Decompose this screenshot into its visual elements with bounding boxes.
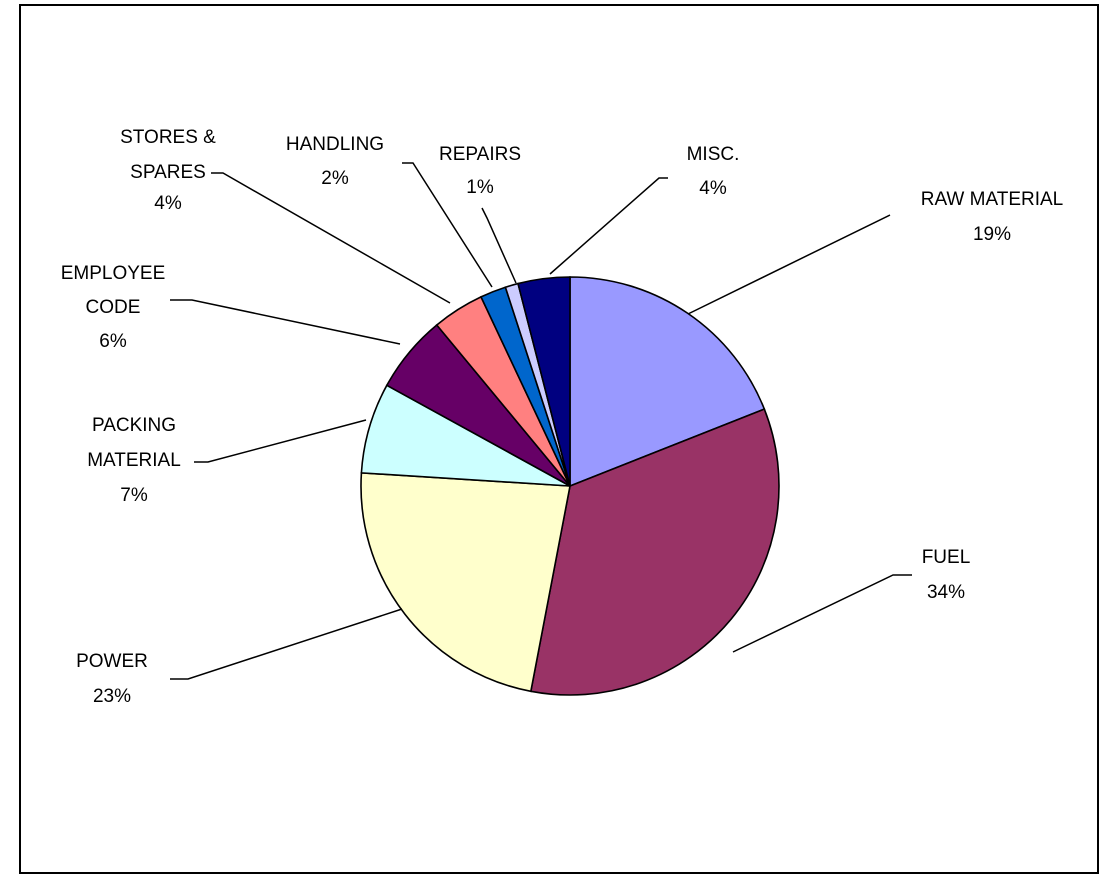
- slice-category-packing-material: PACKING: [92, 415, 176, 436]
- slice-percent-misc: 4%: [699, 178, 727, 199]
- slice-percent-handling: 2%: [321, 168, 349, 189]
- slice-category-power: POWER: [76, 651, 148, 672]
- slice-percent-stores-spares: 4%: [154, 193, 182, 214]
- slice-percent-raw-material: 19%: [973, 224, 1011, 245]
- leader-line-power: [170, 608, 403, 680]
- leader-line-packing-material: [194, 419, 367, 463]
- slice-category-stores-spares: STORES &: [120, 127, 216, 148]
- slice-percent-fuel: 34%: [927, 582, 965, 603]
- slice-label-repairs: REPAIRS 1%: [439, 144, 521, 198]
- labels-layer: RAW MATERIAL 19% FUEL 34% POWER 23% PACKING MAT…: [61, 127, 1064, 707]
- slice-category-employee-code: EMPLOYEE: [61, 263, 166, 284]
- slice-label-raw-material: RAW MATERIAL 19%: [921, 189, 1064, 245]
- slice-percent-repairs: 1%: [466, 177, 494, 198]
- slice-label-misc: MISC. 4%: [687, 144, 740, 199]
- slice-category-packing-material: MATERIAL: [87, 450, 181, 471]
- slice-percent-packing-material: 7%: [120, 485, 148, 506]
- slice-category-stores-spares: SPARES: [130, 162, 206, 183]
- leader-line-repairs: [481, 207, 517, 284]
- leader-line-handling: [402, 162, 493, 288]
- slice-category-handling: HANDLING: [286, 134, 384, 155]
- slice-misc: [517, 276, 571, 487]
- slice-label-handling: HANDLING 2%: [286, 134, 384, 189]
- leader-line-misc: [549, 177, 668, 275]
- leader-lines-layer: [170, 162, 912, 680]
- slice-percent-employee-code: 6%: [99, 331, 127, 352]
- slice-label-fuel: FUEL 34%: [922, 547, 971, 603]
- slice-category-fuel: FUEL: [922, 547, 971, 568]
- leader-line-fuel: [732, 574, 912, 653]
- slice-category-repairs: REPAIRS: [439, 144, 521, 165]
- slice-percent-power: 23%: [93, 686, 131, 707]
- slice-category-misc: MISC.: [687, 144, 740, 165]
- slice-power: [360, 472, 571, 693]
- leader-line-employee-code: [170, 299, 401, 345]
- slice-category-employee-code: CODE: [86, 297, 141, 318]
- slice-label-packing-material: PACKING MATERIAL 7%: [87, 415, 181, 506]
- slice-category-raw-material: RAW MATERIAL: [921, 189, 1064, 210]
- slice-label-employee-code: EMPLOYEE CODE 6%: [61, 263, 166, 352]
- slice-fuel: [529, 408, 780, 696]
- slices-layer: [360, 276, 780, 696]
- leader-line-stores-spares: [211, 172, 451, 304]
- slice-label-power: POWER 23%: [76, 651, 148, 707]
- slice-label-stores-spares: STORES & SPARES 4%: [120, 127, 216, 214]
- leader-line-raw-material: [687, 214, 891, 315]
- slice-raw-material: [569, 276, 766, 488]
